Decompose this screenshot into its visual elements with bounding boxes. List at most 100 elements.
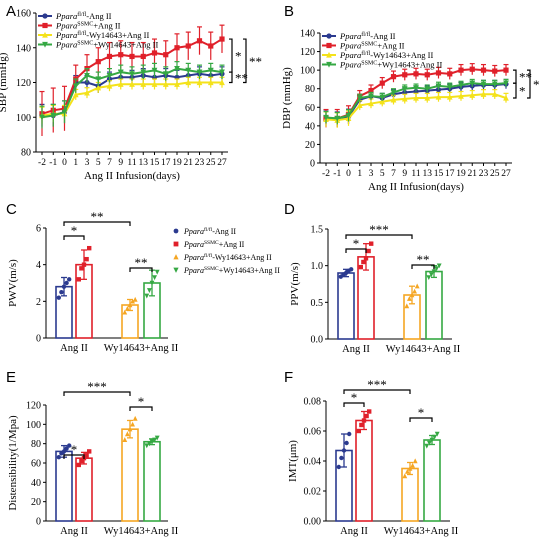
- legend-treatment: +Ang II: [93, 21, 120, 31]
- bar: [355, 419, 373, 522]
- legend-treatment: -Ang II: [212, 227, 236, 236]
- data-point: [129, 53, 135, 60]
- x-tick-label: 13: [423, 169, 433, 179]
- data-point: [129, 81, 135, 87]
- y-tick-label: 0.08: [304, 397, 322, 408]
- sig-bracket: [129, 267, 153, 272]
- sig-star: *: [71, 223, 78, 238]
- data-point: [334, 115, 341, 122]
- legend-gene: Ppara: [339, 60, 361, 70]
- panel-label-f: F: [284, 369, 293, 386]
- y-tick-label: 6: [36, 224, 41, 235]
- data-point: [185, 67, 192, 74]
- x-tick-label: -1: [49, 158, 57, 168]
- data-point: [219, 69, 225, 76]
- legend-genotype: SSMC: [77, 22, 93, 28]
- data-point: [174, 45, 180, 51]
- data-point: [207, 67, 214, 74]
- x-tick-label: 3: [85, 158, 90, 168]
- sig-bracket: [513, 82, 517, 99]
- sig-star: *: [418, 405, 425, 420]
- data-point: [140, 81, 147, 87]
- data-point: [61, 109, 68, 116]
- legend-marker: [173, 267, 179, 273]
- data-point: [379, 98, 386, 105]
- x-tick-label: 7: [391, 169, 396, 179]
- data-point: [414, 283, 420, 289]
- data-point: [402, 72, 408, 78]
- data-point: [130, 421, 136, 427]
- legend-entry: PparaSSMC+Ang II: [322, 41, 405, 51]
- data-point: [424, 72, 430, 78]
- panel-label-a: A: [6, 3, 16, 20]
- bar: [425, 270, 443, 340]
- bar-group: [403, 283, 421, 340]
- chart-imt: 0.00 0.02 0.04 0.06 0.08 IMT(μm) Ang II Wy14643…: [287, 377, 459, 537]
- sig-bracket: [63, 221, 131, 226]
- data-point: [431, 269, 437, 275]
- data-point: [412, 458, 418, 464]
- data-point: [369, 241, 374, 246]
- legend-gene: Ppara: [339, 31, 361, 41]
- x-tick-label: 19: [172, 158, 182, 168]
- data-point: [413, 71, 419, 77]
- legend-label: Pparafl/fl-Wy14643+Ang II: [339, 50, 433, 60]
- sig-bracket: [229, 38, 233, 73]
- y-tick-label: 120: [26, 401, 41, 412]
- data-point: [368, 100, 374, 107]
- y-tick-label: 40: [31, 478, 41, 489]
- data-point: [424, 86, 431, 92]
- chart-distensibility: 0 20 40 60 80 100 120 Distensibility(1/Mpa) Ang …: [7, 379, 179, 537]
- y-axis-label: PPV(m/s): [289, 262, 301, 306]
- data-point: [356, 95, 363, 102]
- legend-treatment: +Wy14643+Ang II: [93, 40, 158, 50]
- sig-bracket: [513, 69, 517, 84]
- sig-bracket: [345, 234, 413, 239]
- sig-star: *: [519, 84, 526, 99]
- sig-bracket: [343, 389, 411, 394]
- sig-star: ***: [367, 377, 387, 392]
- data-point: [174, 81, 180, 87]
- sig-star: **: [91, 209, 104, 224]
- data-point: [79, 266, 84, 271]
- data-point: [106, 72, 113, 79]
- data-point: [404, 468, 410, 474]
- sig-star: **: [519, 70, 532, 85]
- bar: [143, 440, 161, 522]
- data-point: [458, 67, 464, 73]
- panel-label-e: E: [6, 369, 16, 386]
- data-point: [436, 263, 442, 269]
- sig-star: *: [353, 236, 360, 251]
- sig-bracket: [243, 38, 247, 84]
- y-tick-label: 0.00: [304, 517, 322, 528]
- data-point: [151, 50, 158, 56]
- data-point: [127, 426, 133, 432]
- sig-star: ***: [369, 222, 389, 237]
- legend-label: Pparafl/fl-Wy14643+Ang II: [183, 252, 272, 262]
- x-tick-label: 21: [184, 158, 194, 168]
- data-point: [208, 43, 214, 49]
- legend-genotype: fl/fl: [361, 31, 370, 38]
- data-point: [412, 288, 418, 294]
- data-point: [379, 94, 386, 101]
- x-tick-label: 3: [369, 169, 374, 179]
- legend-label: PparaSSMC+Wy14643+Ang II: [183, 266, 280, 275]
- data-point: [72, 91, 79, 98]
- data-point: [84, 89, 90, 96]
- x-tick-label: 15: [434, 169, 444, 179]
- x-tick-label: 13: [139, 158, 149, 168]
- legend-swatch-marker: [326, 42, 332, 49]
- data-point: [124, 431, 130, 437]
- data-point: [409, 292, 415, 298]
- data-point: [503, 94, 509, 101]
- bar: [75, 457, 93, 522]
- data-point: [347, 431, 352, 437]
- data-point: [434, 431, 440, 437]
- legend-label: PparaSSMC+Wy14643+Ang II: [55, 40, 158, 50]
- legend-treatment: +Ang II: [377, 41, 404, 51]
- data-point: [144, 293, 150, 299]
- data-point: [81, 262, 87, 267]
- legend-entry: PparaSSMC+Wy14643+Ang II: [38, 40, 158, 50]
- legend-label: Pparafl/fl-Wy14643+Ang II: [55, 30, 149, 40]
- data-point: [76, 462, 81, 468]
